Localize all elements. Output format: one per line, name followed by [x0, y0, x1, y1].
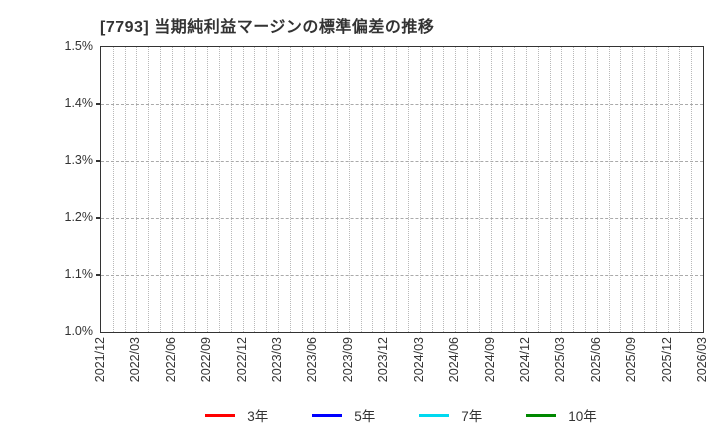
x-axis-tick-label: 2024/03 — [411, 337, 426, 383]
gridline-vertical — [384, 47, 386, 332]
gridline-vertical — [431, 47, 433, 332]
legend-line-swatch — [419, 413, 450, 417]
gridline-vertical — [266, 47, 268, 332]
legend-line-swatch — [205, 413, 236, 417]
x-axis-tick-label: 2022/09 — [199, 337, 214, 383]
legend-item-3年: 3年 — [205, 405, 268, 425]
y-axis-tick-label: 1.2% — [64, 209, 94, 224]
gridline-vertical — [183, 47, 185, 332]
gridline-vertical — [124, 47, 126, 332]
x-axis-tick-label: 2024/06 — [447, 337, 462, 383]
x-axis-tick-label: 2023/09 — [340, 337, 355, 383]
gridline-vertical — [348, 47, 350, 332]
gridline-vertical — [537, 47, 539, 332]
legend-label: 10年 — [568, 409, 597, 424]
gridline-vertical — [561, 47, 563, 332]
legend-label: 7年 — [461, 409, 483, 424]
x-axis-tick-label: 2022/03 — [128, 337, 143, 383]
x-axis-tick-label: 2024/09 — [482, 337, 497, 383]
gridline-vertical — [655, 47, 657, 332]
gridline-vertical — [325, 47, 327, 332]
gridline-vertical — [112, 47, 114, 332]
y-axis-tick-label: 1.5% — [64, 38, 94, 53]
x-axis-tick-label: 2022/12 — [234, 337, 249, 383]
legend-line-swatch — [526, 413, 557, 417]
legend: 3年 5年 7年 10年 — [100, 403, 702, 427]
gridline-vertical — [396, 47, 398, 332]
gridline-vertical — [219, 47, 221, 332]
gridline-vertical — [455, 47, 457, 332]
x-axis-tick-label: 2026/03 — [695, 337, 709, 383]
legend-item-7年: 7年 — [419, 405, 482, 425]
gridline-vertical — [278, 47, 280, 332]
gridline-vertical — [478, 47, 480, 332]
gridline-vertical — [620, 47, 622, 332]
chart-title: [7793] 当期純利益マージンの標準偏差の推移 — [100, 19, 435, 36]
y-axis-tick-label: 1.1% — [64, 266, 94, 281]
y-axis-tick-label: 1.0% — [64, 323, 94, 338]
gridline-vertical — [254, 47, 256, 332]
gridline-horizontal — [101, 104, 703, 105]
gridline-vertical — [514, 47, 516, 332]
x-axis-tick-label: 2024/12 — [517, 337, 532, 383]
x-axis-tick-label: 2022/06 — [163, 337, 178, 383]
gridline-horizontal — [101, 218, 703, 219]
gridline-vertical — [160, 47, 162, 332]
gridline-vertical — [549, 47, 551, 332]
gridline-vertical — [407, 47, 409, 332]
y-axis-tick-mark — [96, 274, 100, 276]
gridline-vertical — [691, 47, 693, 332]
gridline-vertical — [337, 47, 339, 332]
gridline-horizontal — [101, 275, 703, 276]
gridline-vertical — [301, 47, 303, 332]
gridline-vertical — [443, 47, 445, 332]
gridline-vertical — [360, 47, 362, 332]
y-axis-tick-label: 1.3% — [64, 152, 94, 167]
gridline-horizontal — [101, 161, 703, 162]
gridline-vertical — [313, 47, 315, 332]
legend-item-10年: 10年 — [526, 405, 597, 425]
y-axis-tick-mark — [96, 103, 100, 105]
x-axis-tick-label: 2025/03 — [553, 337, 568, 383]
gridline-vertical — [136, 47, 138, 332]
gridline-vertical — [502, 47, 504, 332]
gridline-vertical — [148, 47, 150, 332]
x-axis-tick-label: 2025/06 — [588, 337, 603, 383]
gridline-vertical — [466, 47, 468, 332]
legend-line-swatch — [312, 413, 343, 417]
x-axis-tick-label: 2025/09 — [624, 337, 639, 383]
y-axis-tick-mark — [96, 217, 100, 219]
gridline-vertical — [419, 47, 421, 332]
y-axis-tick-label: 1.4% — [64, 95, 94, 110]
gridline-vertical — [596, 47, 598, 332]
gridline-vertical — [289, 47, 291, 332]
gridline-vertical — [584, 47, 586, 332]
gridline-vertical — [242, 47, 244, 332]
x-axis-tick-label: 2021/12 — [93, 337, 107, 383]
gridline-vertical — [171, 47, 173, 332]
legend-item-5年: 5年 — [312, 405, 375, 425]
gridline-vertical — [608, 47, 610, 332]
gridline-vertical — [632, 47, 634, 332]
legend-label: 3年 — [247, 409, 269, 424]
gridline-vertical — [679, 47, 681, 332]
x-axis-tick-label: 2023/03 — [270, 337, 285, 383]
x-axis-tick-label: 2025/12 — [659, 337, 674, 383]
y-axis-tick-mark — [96, 160, 100, 162]
gridline-vertical — [490, 47, 492, 332]
legend-label: 5年 — [354, 409, 376, 424]
gridline-vertical — [230, 47, 232, 332]
gridline-vertical — [207, 47, 209, 332]
x-axis-tick-label: 2023/06 — [305, 337, 320, 383]
gridline-vertical — [573, 47, 575, 332]
gridline-vertical — [372, 47, 374, 332]
gridline-vertical — [643, 47, 645, 332]
gridline-vertical — [667, 47, 669, 332]
plot-area — [100, 46, 704, 333]
x-axis-tick-label: 2023/12 — [376, 337, 391, 383]
gridline-vertical — [195, 47, 197, 332]
gridline-vertical — [525, 47, 527, 332]
